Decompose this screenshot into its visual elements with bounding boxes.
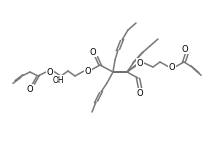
Text: O: O [27, 85, 33, 93]
Text: O: O [169, 63, 175, 71]
Text: O: O [182, 45, 188, 53]
Text: O: O [85, 67, 91, 75]
Text: OH: OH [52, 75, 64, 85]
Text: O: O [137, 89, 143, 97]
Text: O: O [137, 59, 143, 67]
Text: O: O [90, 47, 96, 57]
Text: O: O [47, 67, 53, 77]
